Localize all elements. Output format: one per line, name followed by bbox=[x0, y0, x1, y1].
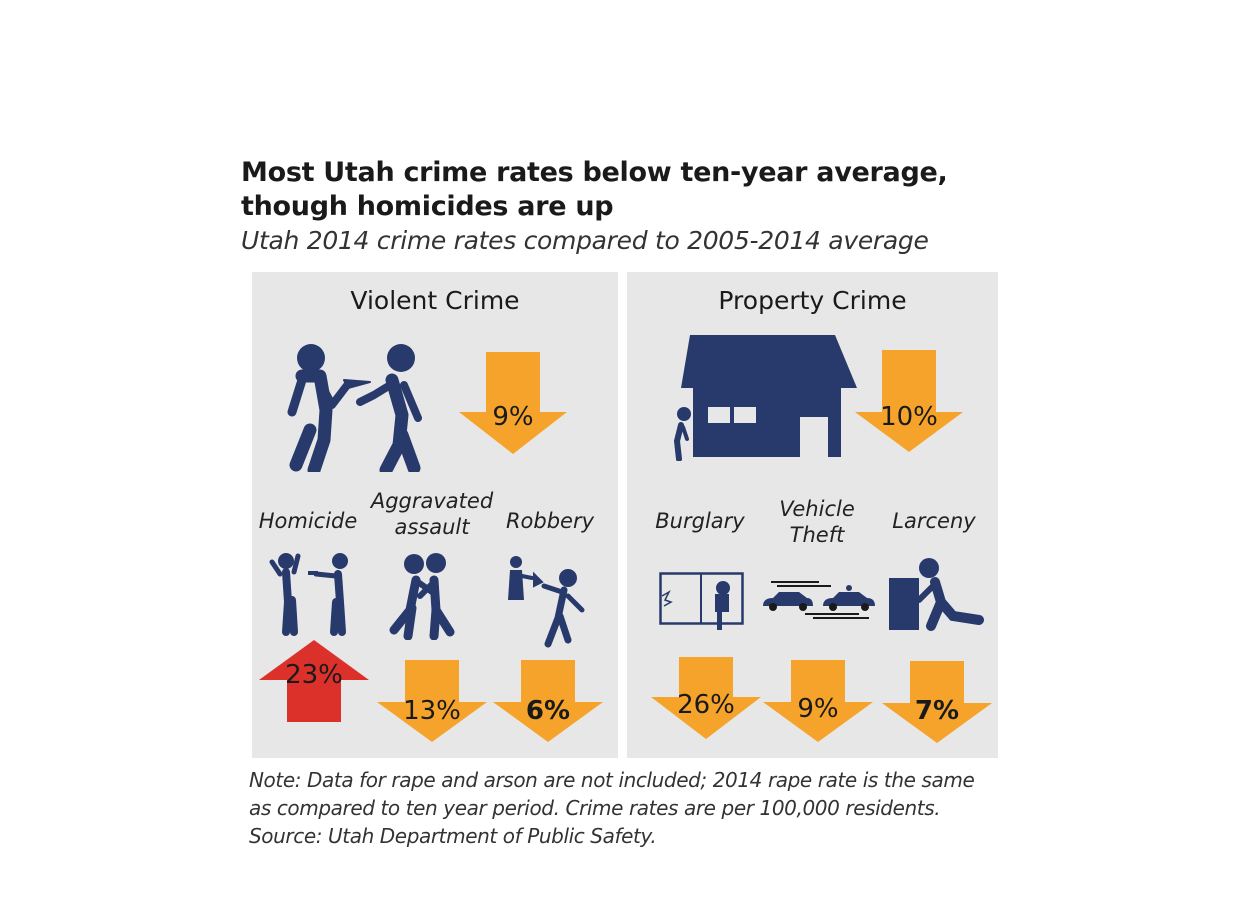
chart-subtitle: Utah 2014 crime rates compared to 2005-2… bbox=[241, 226, 929, 255]
aggravated-assault-label: Aggravated assault bbox=[370, 488, 494, 540]
property-crime-panel: Property Crime 10% Burglary Vehicle Thef… bbox=[627, 272, 998, 758]
vehicle-chase-icon bbox=[763, 581, 875, 619]
decrease-arrow-icon bbox=[651, 657, 761, 739]
source-line: Source: Utah Department of Public Safety… bbox=[249, 824, 657, 848]
larceny-thief-icon bbox=[889, 558, 984, 631]
decrease-arrow-icon bbox=[763, 660, 873, 742]
chart-title: Most Utah crime rates below ten-year ave… bbox=[241, 156, 948, 224]
burglary-value: 26% bbox=[677, 690, 735, 720]
note-line-1: Note: Data for rape and arson are not in… bbox=[249, 768, 975, 792]
label-line-2: assault bbox=[394, 515, 470, 539]
vehicle-theft-label: Vehicle Theft bbox=[765, 496, 869, 548]
violent-panel-title: Violent Crime bbox=[350, 286, 520, 315]
homicide-label: Homicide bbox=[258, 509, 358, 533]
violent-crime-panel: Violent Crime 9% Homicide Aggravated ass… bbox=[252, 272, 618, 758]
larceny-label: Larceny bbox=[892, 509, 976, 533]
decrease-arrow-icon bbox=[459, 352, 567, 454]
larceny-value: 7% bbox=[914, 696, 960, 726]
violent-overall-value: 9% bbox=[492, 402, 534, 432]
increase-arrow-icon bbox=[259, 640, 369, 722]
vehicle-theft-value: 9% bbox=[797, 694, 839, 724]
house-burglar-icon bbox=[673, 335, 857, 461]
title-line-2: though homicides are up bbox=[241, 191, 614, 222]
property-panel-title: Property Crime bbox=[718, 286, 907, 315]
robbery-purse-snatch-icon bbox=[508, 556, 585, 648]
title-line-1: Most Utah crime rates below ten-year ave… bbox=[241, 157, 948, 188]
aggravated-assault-value: 13% bbox=[403, 696, 461, 726]
decrease-arrow-icon bbox=[493, 660, 603, 742]
robbery-label: Robbery bbox=[505, 509, 595, 533]
window-break-in-icon bbox=[659, 572, 744, 630]
homicide-gun-icon bbox=[269, 553, 348, 636]
decrease-arrow-icon bbox=[882, 661, 992, 743]
knife-attack-icon bbox=[287, 344, 422, 472]
robbery-value: 6% bbox=[525, 696, 571, 726]
homicide-value: 23% bbox=[285, 660, 343, 690]
footnote: Note: Data for rape and arson are not in… bbox=[249, 766, 975, 850]
assault-fight-icon bbox=[389, 553, 455, 640]
decrease-arrow-icon bbox=[855, 350, 963, 452]
property-overall-value: 10% bbox=[880, 402, 938, 432]
burglary-label: Burglary bbox=[655, 509, 745, 533]
label-line-1: Aggravated bbox=[370, 489, 494, 513]
label-line-2: Theft bbox=[789, 523, 845, 547]
label-line-1: Vehicle bbox=[779, 497, 855, 521]
note-line-2: as compared to ten year period. Crime ra… bbox=[249, 796, 941, 820]
decrease-arrow-icon bbox=[377, 660, 487, 742]
